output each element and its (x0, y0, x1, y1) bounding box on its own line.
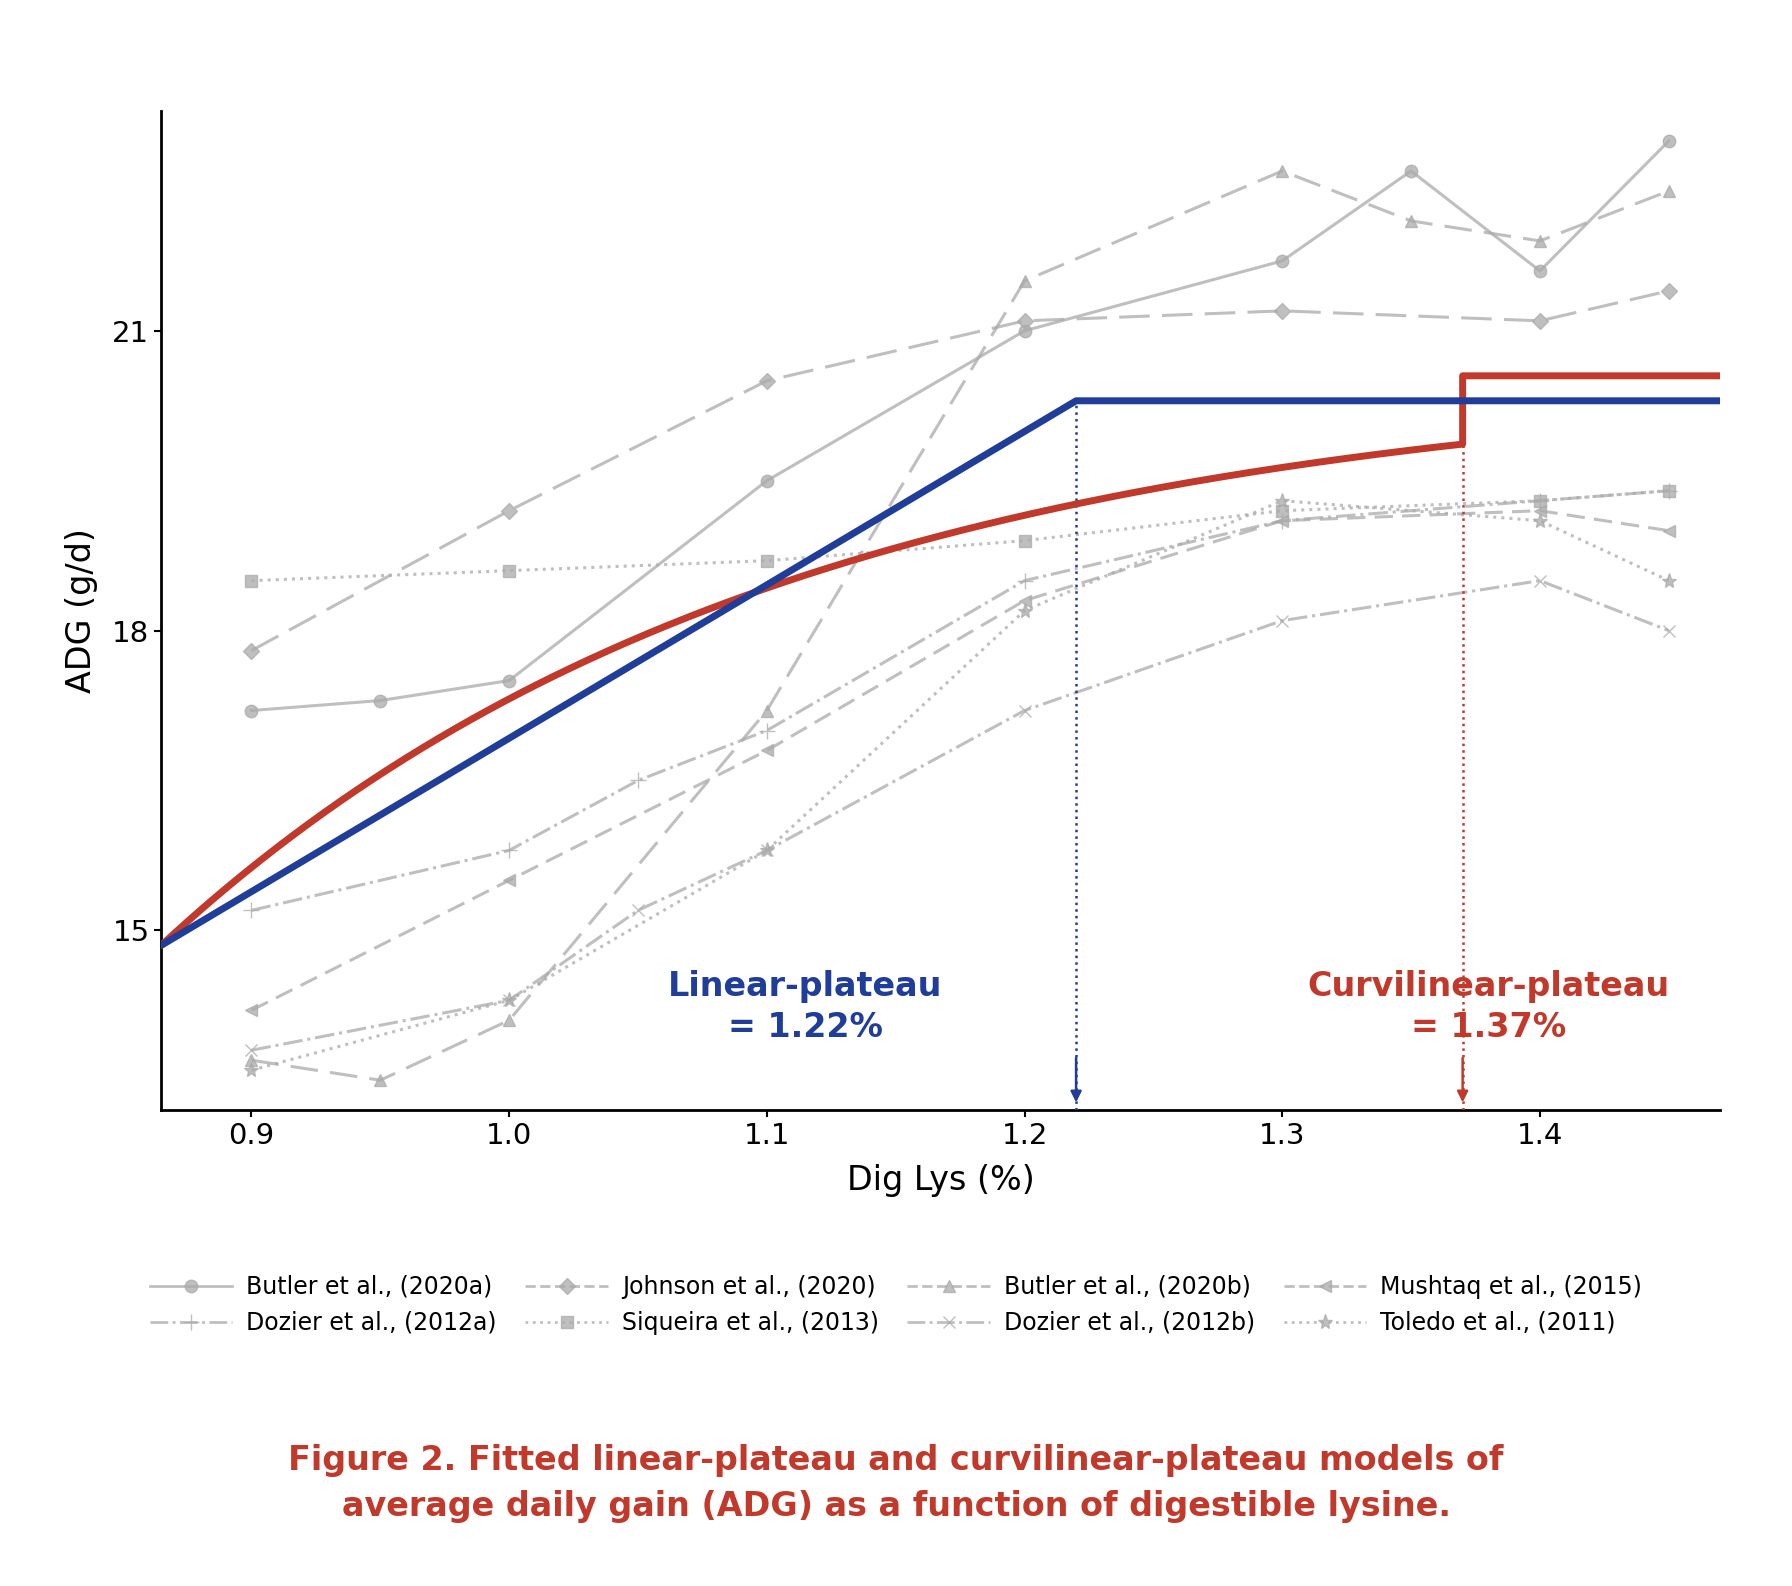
Legend: Butler et al., (2020a), Dozier et al., (2012a), Johnson et al., (2020), Siqueira: Butler et al., (2020a), Dozier et al., (… (140, 1266, 1652, 1345)
Text: Figure 2. Fitted linear-plateau and curvilinear-plateau models of
average daily : Figure 2. Fitted linear-plateau and curv… (289, 1443, 1503, 1523)
Text: Curvilinear-plateau
= 1.37%: Curvilinear-plateau = 1.37% (1308, 971, 1670, 1044)
X-axis label: Dig Lys (%): Dig Lys (%) (848, 1164, 1034, 1197)
Y-axis label: ADG (g/d): ADG (g/d) (65, 528, 99, 693)
Text: Linear-plateau
= 1.22%: Linear-plateau = 1.22% (668, 971, 943, 1044)
